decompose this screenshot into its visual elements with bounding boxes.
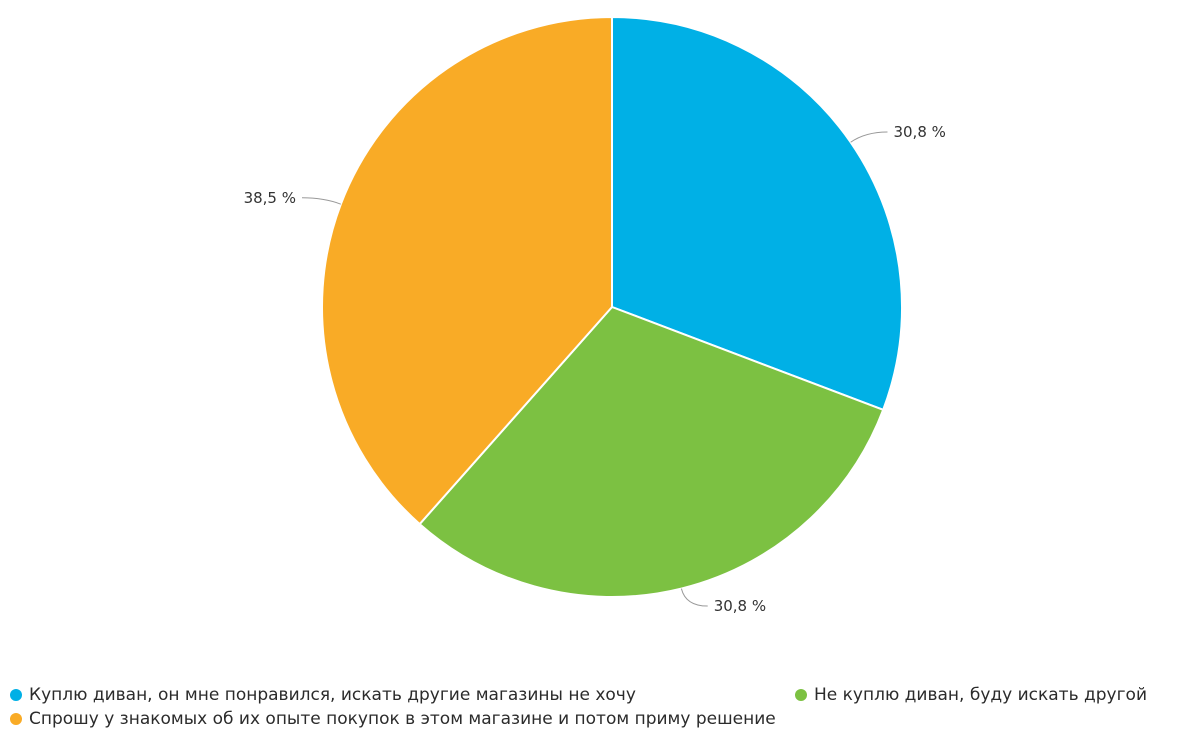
- legend-row-2: Спрошу у знакомых об их опыте покупок в …: [10, 707, 1200, 731]
- legend: Куплю диван, он мне понравился, искать д…: [10, 683, 1200, 731]
- data-label-buy: 30,8 %: [893, 123, 945, 141]
- legend-item-ask-friends[interactable]: Спрошу у знакомых об их опыте покупок в …: [10, 707, 776, 731]
- data-labels: 30,8 % 30,8 % 38,5 %: [244, 123, 946, 615]
- data-label-ask-friends: 38,5 %: [244, 189, 296, 207]
- pie-chart: 30,8 % 30,8 % 38,5 %: [244, 15, 946, 615]
- connector-not-buy: [680, 588, 708, 607]
- legend-row-1: Куплю диван, он мне понравился, искать д…: [10, 683, 1200, 707]
- legend-marker-not-buy: [795, 689, 807, 701]
- legend-marker-ask-friends: [10, 713, 22, 725]
- legend-item-not-buy[interactable]: Не куплю диван, буду искать другой: [795, 683, 1147, 707]
- legend-marker-buy: [10, 689, 22, 701]
- connector-buy: [850, 131, 888, 143]
- legend-label-not-buy: Не куплю диван, буду искать другой: [814, 685, 1147, 705]
- legend-label-buy: Куплю диван, он мне понравился, искать д…: [29, 685, 636, 705]
- connector-ask-friends: [302, 197, 342, 205]
- legend-item-buy[interactable]: Куплю диван, он мне понравился, искать д…: [10, 683, 795, 707]
- pie-slices: [321, 15, 903, 598]
- legend-label-ask-friends: Спрошу у знакомых об их опыте покупок в …: [29, 709, 776, 729]
- label-connectors: [302, 131, 888, 607]
- data-label-not-buy: 30,8 %: [714, 597, 766, 615]
